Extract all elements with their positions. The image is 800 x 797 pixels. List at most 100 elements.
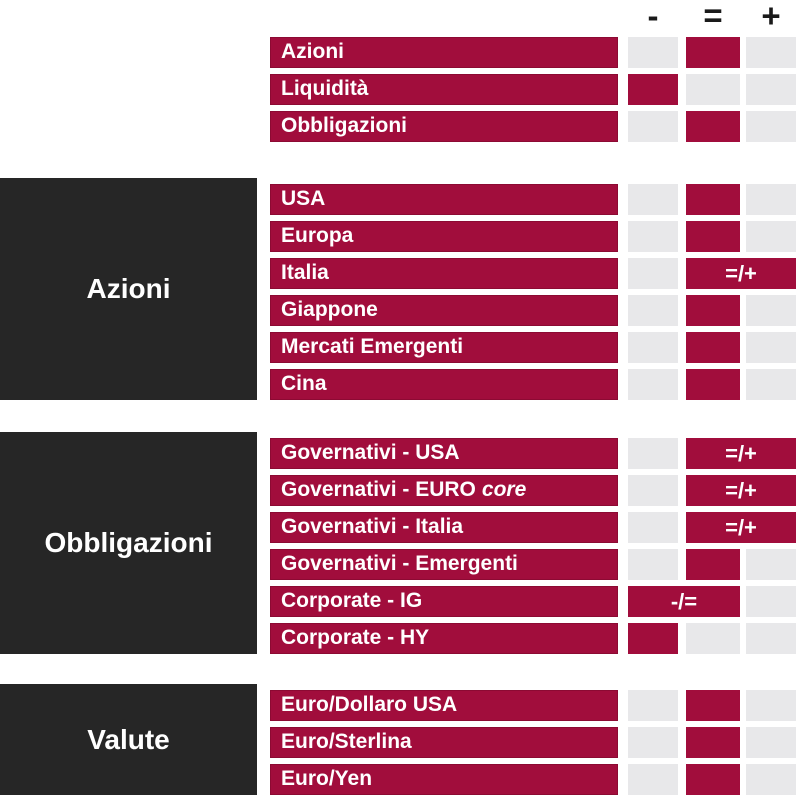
asset-group-valute: Valute Euro/Dollaro USA Euro/Sterlina Euro/… (0, 684, 800, 795)
cell-gap (678, 184, 686, 215)
asset-label: USA (281, 187, 326, 210)
table-row: Liquidità (270, 74, 796, 105)
asset-label: Euro/Dollaro USA (281, 693, 458, 716)
cell-gap (678, 37, 686, 68)
rating-cell-minus-empty (628, 690, 678, 721)
table-row: Governativi - Italia =/+ (270, 512, 796, 543)
cell-gap (678, 690, 686, 721)
table-row: Obbligazioni (270, 111, 796, 142)
rating-cell-span-equal-plus: =/+ (686, 475, 796, 506)
rating-header: - = + (0, 0, 800, 34)
rating-cell-equal-filled (686, 221, 740, 252)
table-row: Governativi - EURO core =/+ (270, 475, 796, 506)
asset-label-bar: Euro/Sterlina (270, 727, 618, 758)
asset-label: Europa (281, 224, 354, 247)
rating-cell-minus-empty (628, 764, 678, 795)
group-label-azioni: Azioni (0, 178, 257, 400)
rating-cell-plus-empty (746, 623, 796, 654)
rating-cell-minus-empty (628, 258, 678, 289)
group-rows: USA Europa Italia =/+ Giappone Mercati Emerge… (270, 178, 796, 400)
rating-cell-minus-empty (628, 727, 678, 758)
asset-label-bar: Europa (270, 221, 618, 252)
rating-cell-minus-filled (628, 623, 678, 654)
cell-gap (678, 369, 686, 400)
group-label-valute: Valute (0, 684, 257, 795)
rating-cell-equal-filled (686, 549, 740, 580)
table-row: Europa (270, 221, 796, 252)
table-row: Corporate - IG -/= (270, 586, 796, 617)
table-row: Giappone (270, 295, 796, 326)
rating-cell-minus-filled (628, 74, 678, 105)
rating-cell-span-equal-plus: =/+ (686, 258, 796, 289)
asset-label-bar: Liquidità (270, 74, 618, 105)
asset-label-bar: Azioni (270, 37, 618, 68)
rating-cell-equal-filled (686, 295, 740, 326)
asset-label-bar: Corporate - HY (270, 623, 618, 654)
rating-cell-minus-empty (628, 438, 678, 469)
rating-cell-plus-empty (746, 369, 796, 400)
asset-label: Corporate - IG (281, 589, 423, 612)
rating-cell-plus-empty (746, 221, 796, 252)
cell-gap (678, 764, 686, 795)
asset-label-bar: Corporate - IG (270, 586, 618, 617)
rating-cell-minus-empty (628, 37, 678, 68)
asset-label-bar: Governativi - Emergenti (270, 549, 618, 580)
rating-cell-plus-empty (746, 111, 796, 142)
asset-label: Euro/Yen (281, 767, 373, 790)
rating-cell-span-equal-plus: =/+ (686, 512, 796, 543)
asset-label: Corporate - HY (281, 626, 430, 649)
asset-label-bar: Obbligazioni (270, 111, 618, 142)
rating-cell-span-minus-equal: -/= (628, 586, 740, 617)
cell-gap (678, 549, 686, 580)
asset-label: Azioni (281, 40, 344, 63)
asset-label: Obbligazioni (281, 114, 407, 137)
rating-cell-minus-empty (628, 549, 678, 580)
rating-cell-equal-filled (686, 690, 740, 721)
rating-cell-plus-empty (746, 764, 796, 795)
asset-label: Governativi - Italia (281, 515, 464, 538)
group-rows: Euro/Dollaro USA Euro/Sterlina Euro/Yen (270, 684, 796, 795)
asset-group-azioni: Azioni USA Europa Italia =/+ Giappone Mercati … (0, 178, 800, 400)
cell-gap (678, 111, 686, 142)
asset-label-bar: Italia (270, 258, 618, 289)
rating-cell-plus-empty (746, 690, 796, 721)
rating-cell-minus-empty (628, 221, 678, 252)
table-row: Mercati Emergenti (270, 332, 796, 363)
header-equal-label: = (703, 0, 723, 34)
rating-cell-equal-filled (686, 111, 740, 142)
table-row: USA (270, 184, 796, 215)
asset-label: Governativi - USA (281, 441, 460, 464)
table-row: Euro/Dollaro USA (270, 690, 796, 721)
asset-label: Italia (281, 261, 329, 284)
asset-label: Governativi - Emergenti (281, 552, 518, 575)
asset-label-bar: Governativi - USA (270, 438, 618, 469)
group-label-obbligazioni: Obbligazioni (0, 432, 257, 654)
cell-gap (678, 258, 686, 289)
asset-label-italic: core (481, 478, 527, 501)
table-row: Governativi - USA =/+ (270, 438, 796, 469)
table-row: Azioni (270, 37, 796, 68)
table-row: Governativi - Emergenti (270, 549, 796, 580)
asset-label-bar: Governativi - Italia (270, 512, 618, 543)
asset-group-top: Azioni Liquidità Obbligazioni (0, 37, 800, 142)
asset-label: Liquidità (281, 77, 369, 100)
asset-label: Euro/Sterlina (281, 730, 412, 753)
rating-cell-equal-filled (686, 764, 740, 795)
asset-groups-container: Azioni Liquidità Obbligazioni Azioni USA Euro… (0, 37, 800, 795)
rating-cell-plus-empty (746, 74, 796, 105)
asset-label-bar: Giappone (270, 295, 618, 326)
rating-cell-equal-filled (686, 184, 740, 215)
group-rows: Azioni Liquidità Obbligazioni (270, 37, 796, 142)
asset-label-bar: Euro/Dollaro USA (270, 690, 618, 721)
table-row: Italia =/+ (270, 258, 796, 289)
asset-label-bar: Cina (270, 369, 618, 400)
table-row: Euro/Yen (270, 764, 796, 795)
asset-label-bar: Mercati Emergenti (270, 332, 618, 363)
rating-cell-span-equal-plus: =/+ (686, 438, 796, 469)
cell-gap (678, 438, 686, 469)
asset-label-bar: Governativi - EURO core (270, 475, 618, 506)
rating-cell-minus-empty (628, 111, 678, 142)
rating-cell-equal-filled (686, 332, 740, 363)
rating-cell-minus-empty (628, 369, 678, 400)
